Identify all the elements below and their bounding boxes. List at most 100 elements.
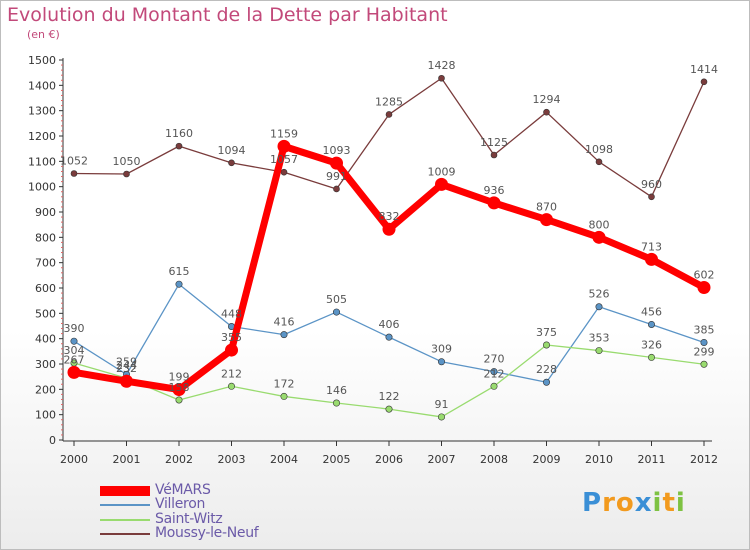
y-tick-label: 1000 xyxy=(28,181,56,194)
x-tick-label: 2007 xyxy=(428,453,456,466)
data-point xyxy=(280,168,288,176)
legend-label: Moussy-le-Neuf xyxy=(155,524,259,541)
data-label: 228 xyxy=(536,363,557,376)
y-tick-label: 100 xyxy=(35,409,56,422)
data-label: 448 xyxy=(221,308,242,321)
data-label: 416 xyxy=(274,316,295,329)
data-point xyxy=(647,353,655,361)
data-point xyxy=(385,111,393,118)
data-label: 1050 xyxy=(113,155,141,168)
data-point xyxy=(175,142,183,150)
x-tick-label: 2010 xyxy=(585,453,613,466)
logo-letter: o xyxy=(615,488,635,518)
data-point xyxy=(225,343,238,357)
data-point xyxy=(645,252,658,266)
legend-swatch xyxy=(100,533,150,536)
y-tick-label: 1500 xyxy=(28,54,56,67)
x-tick-label: 2003 xyxy=(218,453,246,466)
data-label: 800 xyxy=(589,218,610,231)
data-label: 1428 xyxy=(428,59,456,72)
x-tick-label: 2000 xyxy=(60,453,88,466)
data-label: 91 xyxy=(435,398,449,411)
proxiti-logo: Proxiti xyxy=(582,488,686,518)
x-tick-label: 2002 xyxy=(165,453,193,466)
data-label: 505 xyxy=(326,293,347,306)
data-label: 375 xyxy=(536,326,557,339)
logo-letter: P xyxy=(582,488,603,518)
x-tick-label: 2009 xyxy=(533,453,561,466)
data-label: 526 xyxy=(589,288,610,301)
data-label: 309 xyxy=(431,343,452,356)
chart-title: Evolution du Montant de la Dette par Hab… xyxy=(7,4,448,26)
data-label: 406 xyxy=(379,318,400,331)
legend-item: Saint-Witz xyxy=(100,510,340,527)
data-label: 122 xyxy=(379,390,400,403)
chart-subtitle: (en €) xyxy=(27,28,60,41)
data-point xyxy=(437,413,445,421)
data-label: 713 xyxy=(641,240,662,253)
data-point xyxy=(595,158,603,166)
data-point xyxy=(172,383,186,397)
legend-label: Saint-Witz xyxy=(155,510,223,527)
x-tick-label: 2011 xyxy=(638,453,666,466)
data-point xyxy=(700,78,708,86)
y-tick-label: 800 xyxy=(35,231,56,244)
data-label: 259 xyxy=(116,355,137,368)
data-label: 456 xyxy=(641,305,662,318)
data-label: 870 xyxy=(536,201,557,214)
data-label: 199 xyxy=(169,371,190,384)
data-point xyxy=(490,382,498,390)
logo-letter: t xyxy=(662,488,676,518)
data-label: 212 xyxy=(221,367,242,380)
data-point xyxy=(332,308,340,316)
data-label: 1159 xyxy=(270,127,298,140)
y-tick-label: 400 xyxy=(35,333,56,346)
data-label: 172 xyxy=(274,377,295,390)
data-label: 232 xyxy=(116,362,137,375)
data-label: 244 xyxy=(116,359,137,372)
data-point xyxy=(542,378,550,386)
data-label: 212 xyxy=(484,367,505,380)
data-label: 146 xyxy=(326,384,347,397)
data-label: 385 xyxy=(694,323,715,336)
data-label: 270 xyxy=(484,353,505,366)
data-label: 1125 xyxy=(480,136,508,149)
legend-item: Villeron xyxy=(100,496,340,513)
data-point xyxy=(435,177,448,191)
data-label: 991 xyxy=(326,170,347,183)
data-point xyxy=(332,399,340,407)
legend-item: Moussy-le-Neuf xyxy=(100,524,340,541)
data-point xyxy=(277,139,291,153)
data-label: 602 xyxy=(694,268,715,281)
y-tick-label: 600 xyxy=(35,282,56,295)
legend-label: Villeron xyxy=(155,496,206,513)
data-label: 158 xyxy=(169,381,190,394)
data-point xyxy=(280,392,288,400)
data-point xyxy=(175,280,183,288)
data-point xyxy=(228,382,236,390)
data-label: 355 xyxy=(221,331,242,344)
data-label: 1285 xyxy=(375,95,403,108)
data-point xyxy=(120,374,133,388)
data-point xyxy=(280,331,288,339)
x-tick-label: 2012 xyxy=(690,453,718,466)
legend-swatch xyxy=(100,504,150,507)
y-tick-label: 300 xyxy=(35,358,56,371)
y-tick-label: 1300 xyxy=(28,105,56,118)
data-point xyxy=(70,170,78,177)
legend-item: VéMARS xyxy=(100,482,340,498)
data-point xyxy=(175,396,183,404)
data-point xyxy=(330,156,343,170)
data-point xyxy=(543,108,550,116)
data-point xyxy=(700,360,708,368)
data-label: 1093 xyxy=(323,144,351,157)
data-label: 299 xyxy=(694,345,715,358)
data-point xyxy=(70,337,78,345)
data-point xyxy=(697,280,711,294)
data-label: 1160 xyxy=(165,127,193,140)
x-tick-label: 2006 xyxy=(375,453,403,466)
data-label: 304 xyxy=(64,344,85,357)
data-point xyxy=(382,222,396,236)
x-tick-label: 2005 xyxy=(323,453,351,466)
